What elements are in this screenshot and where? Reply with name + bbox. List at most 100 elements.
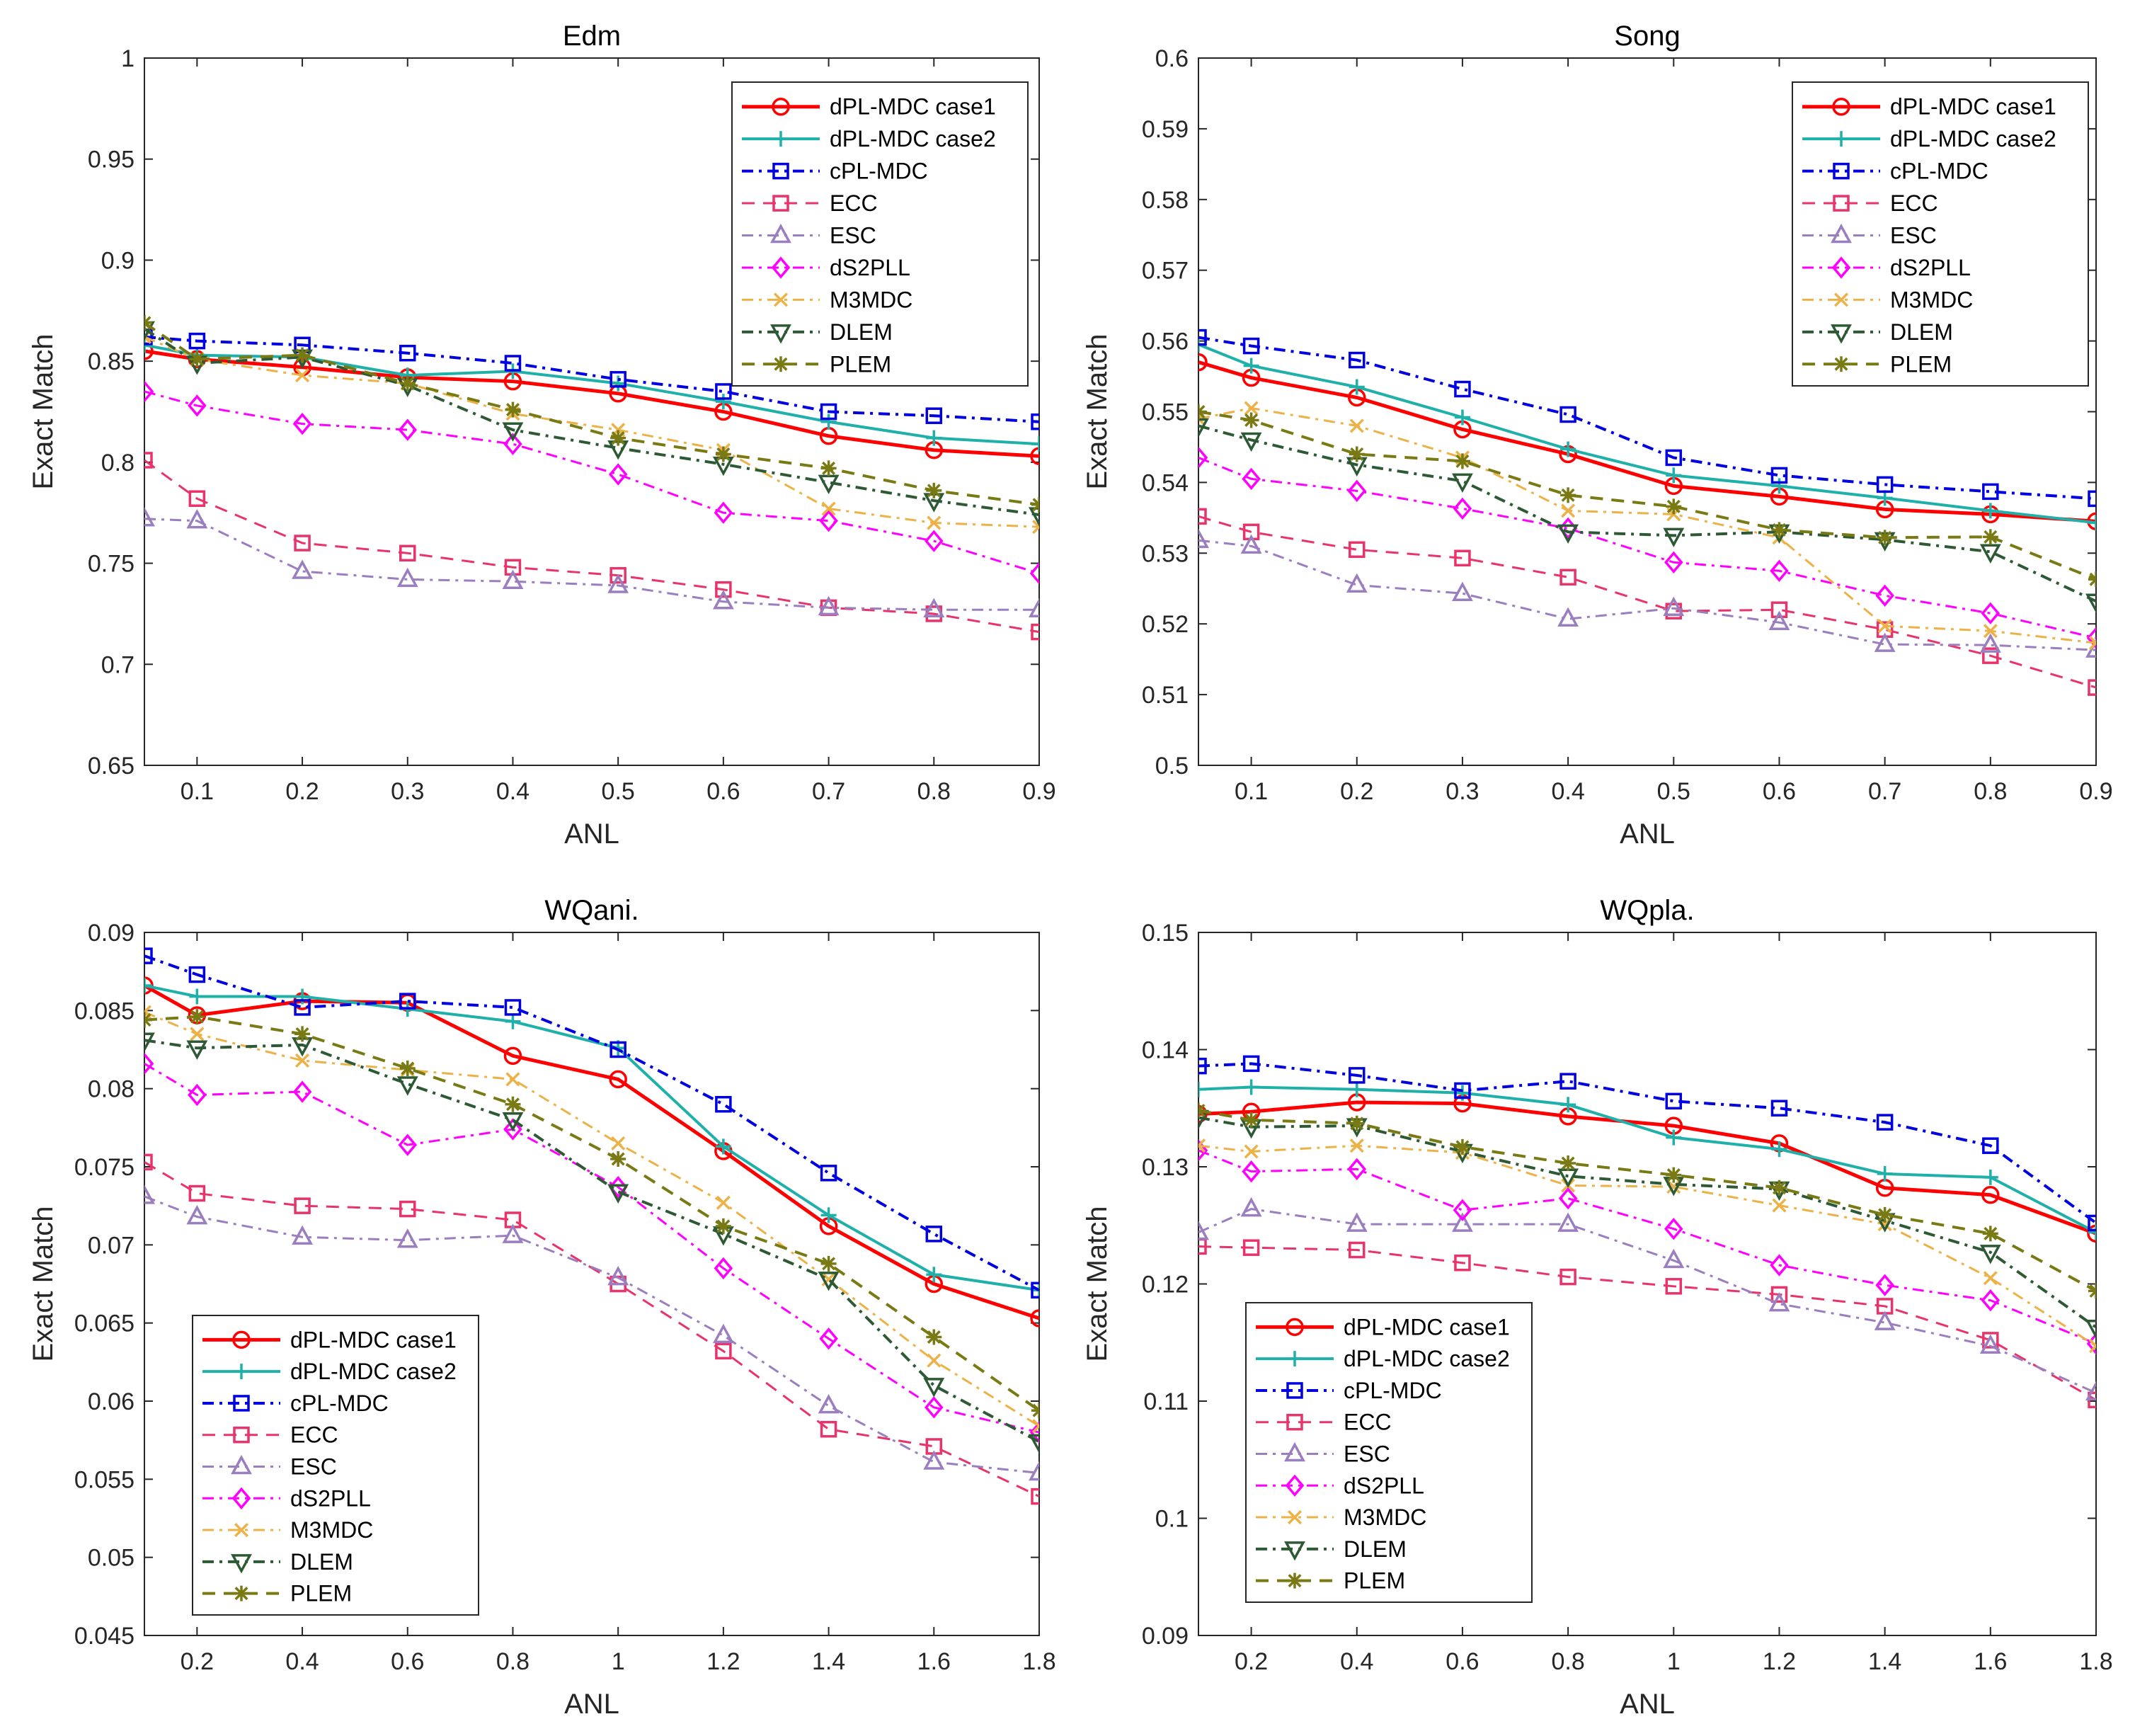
chart-panel-0: 0.1 0.2 0.3 0.4 0.5 0.6 0.7 0.8 0.9 0.65 0.7 0.75 0.… [28, 21, 1056, 850]
x-tick-label: 1.2 [1763, 1648, 1796, 1675]
legend-label: dS2PLL [1344, 1473, 1424, 1498]
legend-marker [1833, 162, 1850, 180]
data-point [294, 999, 311, 1016]
y-tick-label: 0.055 [74, 1466, 134, 1493]
data-point [1243, 1079, 1259, 1095]
legend-label: DLEM [1890, 319, 1953, 345]
data-point [2088, 636, 2096, 651]
data-point [1979, 1334, 2001, 1354]
data-point [715, 383, 732, 400]
data-point [925, 1226, 943, 1243]
y-tick-label: 0.13 [1142, 1154, 1189, 1181]
series-line-ecc [144, 1161, 1039, 1497]
legend-label: cPL-MDC [290, 1390, 389, 1416]
data-point [1982, 1332, 1999, 1349]
data-point [609, 1070, 627, 1089]
series-group [1198, 1055, 2096, 1409]
series-line-m3mdc [144, 336, 1039, 528]
legend-label: cPL-MDC [1344, 1378, 1442, 1403]
data-point [188, 1184, 206, 1202]
data-point [1031, 520, 1039, 535]
y-tick-label: 0.8 [101, 450, 134, 476]
legend-label: M3MDC [290, 1517, 373, 1543]
series-line-ds2pll [144, 1063, 1039, 1434]
x-tick-label: 0.7 [1868, 778, 1901, 805]
series-line-esc [144, 518, 1039, 611]
data-point [1198, 1221, 1209, 1240]
y-tick-label: 0.14 [1142, 1037, 1189, 1064]
data-point [716, 1195, 731, 1210]
x-tick-label: 0.5 [602, 778, 635, 805]
legend-label: cPL-MDC [830, 159, 928, 184]
legend-marker [233, 1395, 250, 1412]
y-tick-label: 0.59 [1142, 116, 1189, 143]
chart-panel-1: 0.1 0.2 0.3 0.4 0.5 0.6 0.7 0.8 0.9 0.5 0.51 0.52 0.… [1082, 21, 2113, 850]
data-point [144, 1032, 155, 1052]
series-line-esc [1198, 1208, 2096, 1394]
data-point [1768, 1291, 1790, 1312]
x-tick-label: 0.6 [1763, 778, 1796, 805]
legend: dPL-MDC case1 dPL-MDC case2 cPL-MDC ECC ESC d… [1792, 81, 2089, 387]
legend-label: M3MDC [1890, 287, 1973, 312]
data-point [1982, 503, 1998, 519]
data-point [1982, 1137, 1999, 1154]
data-point [292, 1080, 312, 1103]
data-point [1877, 1206, 1893, 1223]
data-point [714, 501, 733, 524]
data-point [1981, 1289, 2001, 1312]
series-line-ds2pll [1198, 457, 2096, 639]
legend-marker [1287, 1351, 1303, 1367]
x-tick-label: 0.6 [391, 1648, 424, 1675]
series-line-dpl-mdc-case1 [144, 349, 1039, 458]
data-point [1349, 351, 1366, 369]
data-point [1877, 530, 1893, 546]
legend-label: cPL-MDC [1890, 159, 1988, 184]
data-point [1242, 467, 1261, 491]
x-axis-label: ANL [1620, 1689, 1675, 1720]
series-line-cpl-mdc [144, 335, 1039, 423]
legend-label: ECC [1344, 1410, 1392, 1435]
data-point [608, 463, 628, 486]
data-point [818, 595, 840, 616]
data-point [1030, 1309, 1039, 1327]
data-point [715, 446, 731, 462]
data-point [926, 1267, 942, 1283]
data-point [1663, 527, 1685, 547]
legend: dPL-MDC case1 dPL-MDC case2 cPL-MDC ECC ESC d… [1245, 1302, 1533, 1603]
data-point [1768, 610, 1790, 630]
data-point [1243, 412, 1259, 428]
x-tick-label: 0.4 [1340, 1648, 1373, 1675]
data-point [144, 1012, 152, 1028]
legend-marker [234, 1585, 249, 1601]
data-point [1451, 581, 1473, 601]
data-point [186, 508, 208, 529]
legend-label: ESC [830, 223, 876, 249]
series-line-dpl-mdc-case1 [144, 983, 1039, 1320]
legend-label: dPL-MDC case2 [1344, 1346, 1510, 1371]
data-point [144, 1184, 155, 1204]
data-point [1029, 1461, 1039, 1481]
series-line-cpl-mdc [144, 954, 1039, 1292]
data-point [1559, 406, 1576, 423]
data-point [610, 430, 626, 446]
data-point [1981, 1185, 2000, 1204]
data-point [1770, 467, 1788, 484]
data-point [294, 1026, 311, 1042]
data-point [502, 1223, 524, 1243]
y-tick-label: 0.52 [1142, 611, 1189, 638]
series-line-dlem [144, 327, 1039, 517]
x-tick-label: 0.8 [1551, 1648, 1584, 1675]
y-tick-label: 0.12 [1142, 1272, 1189, 1298]
y-tick-label: 0.11 [1143, 1388, 1189, 1415]
legend-label: dPL-MDC case1 [1344, 1314, 1510, 1340]
x-tick-label: 1.8 [2079, 1648, 2112, 1675]
data-point [294, 1197, 311, 1214]
y-tick-label: 0.75 [88, 551, 134, 578]
data-point [144, 342, 154, 360]
data-point [188, 966, 206, 983]
x-tick-label: 0.5 [1657, 778, 1690, 805]
data-point [2085, 1319, 2096, 1340]
data-point [1982, 483, 1999, 501]
data-point [1877, 619, 1892, 634]
legend-label: dS2PLL [830, 255, 910, 280]
